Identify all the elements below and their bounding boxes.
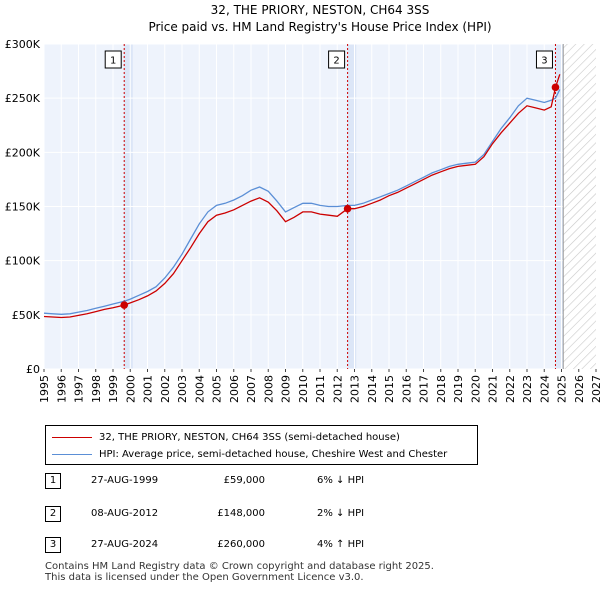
sale-row: 3 27-AUG-2024 £260,000 4% ↑ HPI	[45, 537, 465, 555]
sale-label-number: 3	[541, 56, 547, 67]
x-tick-label: 2024	[538, 375, 551, 403]
sale-badge: 2	[45, 506, 61, 522]
sale-date: 27-AUG-1999	[91, 475, 159, 486]
x-tick-label: 2008	[262, 375, 275, 403]
legend-hpi-label: HPI: Average price, semi-detached house,…	[99, 448, 448, 460]
sale-label-box	[328, 50, 346, 69]
sale-hpi-diff: 6% ↓ HPI	[317, 475, 365, 486]
x-tick-label: 2012	[331, 375, 344, 403]
sale-price: £59,000	[223, 475, 265, 486]
sale-point	[120, 301, 129, 309]
x-tick-label: 2021	[487, 375, 500, 403]
x-tick-label: 2000	[124, 375, 137, 403]
y-tick-label: £50K	[12, 309, 41, 322]
x-tick-label: 2017	[418, 375, 431, 403]
x-tick-label: 2027	[590, 375, 600, 403]
sale-label-box	[535, 50, 553, 69]
chart-subtitle: Price paid vs. HM Land Registry's House …	[148, 20, 491, 34]
x-tick-label: 1995	[38, 375, 51, 403]
x-tick-label: 2026	[573, 375, 586, 403]
x-tick-label: 2002	[159, 375, 172, 403]
x-tick-label: 2016	[400, 375, 413, 403]
x-tick-label: 2015	[383, 375, 396, 403]
x-tick-label: 2004	[193, 375, 206, 403]
x-tick-label: 2018	[435, 375, 448, 403]
x-tick-label: 2003	[176, 375, 189, 403]
x-tick-label: 2001	[142, 375, 155, 403]
sale-row: 1 27-AUG-1999 £59,000 6% ↓ HPI	[45, 473, 465, 491]
legend-item-hpi: HPI: Average price, semi-detached house,…	[52, 447, 447, 461]
x-tick-label: 2010	[297, 375, 310, 403]
x-tick-label: 2022	[504, 375, 517, 403]
sale-date: 08-AUG-2012	[91, 508, 159, 519]
sale-point	[343, 204, 352, 213]
x-tick-label: 2005	[211, 375, 224, 403]
footer: Contains HM Land Registry data © Crown c…	[45, 561, 434, 583]
price-chart: 32, THE PRIORY, NESTON, CH64 3SS Price p…	[5, 3, 600, 403]
x-tick-label: 2020	[469, 375, 482, 403]
y-tick-label: £200K	[5, 146, 41, 159]
footer-licence: This data is licensed under the Open Gov…	[45, 572, 364, 583]
footer-copyright: Contains HM Land Registry data © Crown c…	[45, 561, 434, 572]
sale-label-number: 1	[110, 56, 116, 67]
y-tick-label: £100K	[5, 255, 41, 268]
x-tick-label: 2023	[521, 375, 534, 403]
sale-price: £148,000	[217, 508, 265, 519]
x-tick-label: 2011	[314, 375, 327, 403]
x-tick-label: 2013	[349, 375, 362, 403]
legend-hpi-line	[52, 453, 92, 455]
sale-badge: 3	[45, 537, 61, 553]
legend: 32, THE PRIORY, NESTON, CH64 3SS (semi-d…	[45, 425, 478, 465]
x-tick-label: 2019	[452, 375, 465, 403]
legend-item-property: 32, THE PRIORY, NESTON, CH64 3SS (semi-d…	[52, 430, 400, 444]
sale-hpi-diff: 4% ↑ HPI	[317, 539, 365, 550]
x-tick-label: 1997	[73, 375, 86, 403]
sale-price: £260,000	[217, 539, 265, 550]
hpi-series-line	[43, 89, 561, 315]
x-tick-label: 1996	[55, 375, 68, 403]
y-tick-label: £0	[26, 363, 40, 376]
legend-property-line	[52, 436, 92, 438]
sale-label-box	[104, 50, 122, 69]
y-tick-label: £150K	[5, 201, 41, 214]
x-tick-label: 1998	[90, 375, 103, 403]
y-tick-label: £300K	[5, 38, 41, 51]
legend-property-label: 32, THE PRIORY, NESTON, CH64 3SS (semi-d…	[99, 431, 400, 443]
sale-row: 2 08-AUG-2012 £148,000 2% ↓ HPI	[45, 506, 465, 524]
x-tick-label: 2009	[280, 375, 293, 403]
y-tick-label: £250K	[5, 92, 41, 105]
x-tick-label: 2007	[245, 375, 258, 403]
forecast-hatch	[563, 44, 596, 369]
sale-badge: 1	[45, 473, 61, 489]
x-tick-label: 2006	[228, 375, 241, 403]
sale-label-number: 2	[333, 56, 339, 67]
property-series-line	[43, 74, 561, 319]
x-tick-label: 1999	[107, 375, 120, 403]
sale-point	[551, 83, 560, 92]
sale-hpi-diff: 2% ↓ HPI	[317, 508, 365, 519]
x-tick-label: 2025	[556, 375, 569, 403]
x-tick-label: 2014	[366, 375, 379, 403]
sale-date: 27-AUG-2024	[91, 539, 159, 550]
chart-title: 32, THE PRIORY, NESTON, CH64 3SS	[211, 3, 430, 17]
